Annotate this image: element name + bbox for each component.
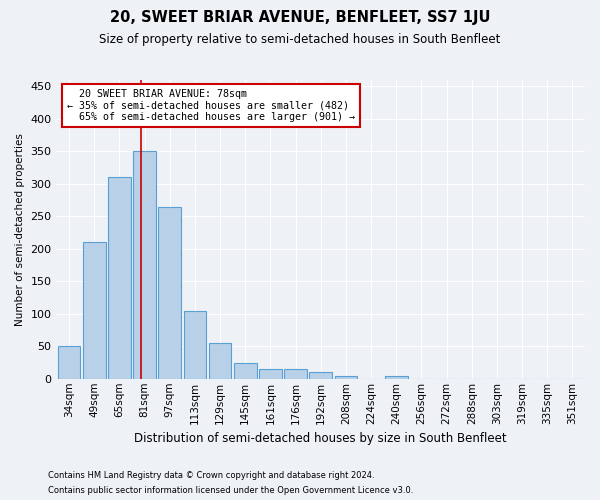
Bar — [234, 362, 257, 379]
X-axis label: Distribution of semi-detached houses by size in South Benfleet: Distribution of semi-detached houses by … — [134, 432, 507, 445]
Bar — [209, 343, 232, 379]
Text: 20 SWEET BRIAR AVENUE: 78sqm
← 35% of semi-detached houses are smaller (482)
  6: 20 SWEET BRIAR AVENUE: 78sqm ← 35% of se… — [67, 89, 355, 122]
Bar — [259, 369, 282, 379]
Bar — [335, 376, 357, 379]
Text: Contains HM Land Registry data © Crown copyright and database right 2024.: Contains HM Land Registry data © Crown c… — [48, 471, 374, 480]
Bar — [310, 372, 332, 379]
Bar — [83, 242, 106, 379]
Bar — [158, 206, 181, 379]
Text: 20, SWEET BRIAR AVENUE, BENFLEET, SS7 1JU: 20, SWEET BRIAR AVENUE, BENFLEET, SS7 1J… — [110, 10, 490, 25]
Bar — [184, 310, 206, 379]
Text: Contains public sector information licensed under the Open Government Licence v3: Contains public sector information licen… — [48, 486, 413, 495]
Bar — [133, 152, 156, 379]
Bar — [284, 369, 307, 379]
Y-axis label: Number of semi-detached properties: Number of semi-detached properties — [15, 133, 25, 326]
Bar — [58, 346, 80, 379]
Bar — [385, 376, 407, 379]
Text: Size of property relative to semi-detached houses in South Benfleet: Size of property relative to semi-detach… — [100, 32, 500, 46]
Bar — [108, 178, 131, 379]
